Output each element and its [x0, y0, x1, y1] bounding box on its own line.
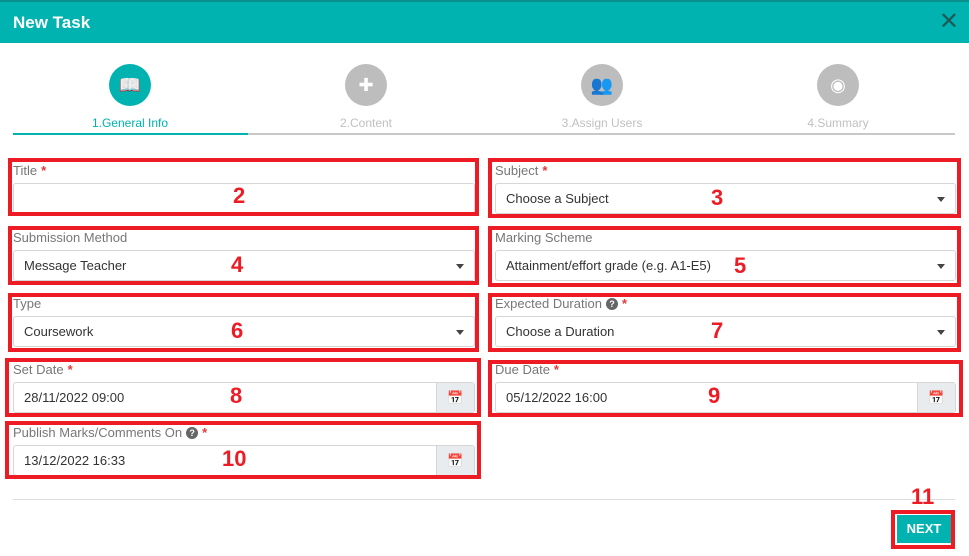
annotation-box	[8, 226, 479, 285]
input-value: 13/12/2022 16:33	[24, 453, 126, 468]
required-marker: *	[202, 425, 208, 440]
expected-duration-select[interactable]: Choose a Duration	[495, 316, 956, 347]
required-marker: *	[542, 163, 548, 178]
stepper-progress	[13, 133, 248, 135]
annotation-number: 9	[708, 383, 721, 408]
calendar-icon[interactable]: 📅	[917, 383, 955, 412]
step-label: 3.Assign Users	[561, 116, 643, 130]
subject-field: Subject * Choose a Subject	[495, 163, 956, 214]
stepper-track	[13, 133, 955, 135]
subject-select[interactable]: Choose a Subject	[495, 183, 956, 214]
calendar-icon[interactable]: 📅	[436, 383, 474, 412]
required-marker: *	[67, 362, 73, 377]
step-label: 1.General Info	[91, 116, 169, 130]
annotation-number: 5	[734, 253, 747, 278]
annotation-number: 6	[231, 318, 244, 343]
field-label: Submission Method	[13, 230, 128, 245]
annotation-box	[488, 293, 961, 352]
required-marker: *	[553, 362, 559, 377]
eye-icon: ◉	[817, 64, 859, 106]
annotation-number: 4	[231, 252, 244, 277]
select-value: Choose a Duration	[506, 324, 615, 339]
input-value: 28/11/2022 09:00	[24, 390, 125, 405]
next-button[interactable]: NEXT	[897, 515, 951, 543]
step-content[interactable]: ✚ 2.Content	[266, 64, 466, 130]
close-icon[interactable]: ✕	[938, 8, 959, 35]
annotation-number: 8	[230, 383, 243, 408]
dialog-title: New Task	[13, 13, 91, 32]
annotation-box	[5, 421, 481, 479]
annotation-box	[891, 510, 955, 549]
annotation-box	[488, 360, 963, 417]
submission-method-select[interactable]: Message Teacher	[13, 250, 475, 281]
help-icon[interactable]: ?	[605, 298, 618, 310]
type-field: Type Coursework	[13, 296, 475, 347]
select-value: Choose a Subject	[506, 191, 609, 206]
select-value: Attainment/effort grade (e.g. A1-E5)	[506, 258, 711, 273]
field-label: Title	[13, 163, 38, 178]
annotation-box	[8, 293, 479, 352]
step-general-info[interactable]: 📖 1.General Info	[30, 64, 230, 130]
due-date-input[interactable]: 05/12/2022 16:00 📅	[495, 382, 956, 413]
help-icon[interactable]: ?	[186, 427, 199, 439]
annotation-number: 2	[233, 183, 246, 208]
field-label: Marking Scheme	[495, 230, 593, 245]
annotation-number: 11	[911, 484, 935, 509]
puzzle-icon: ✚	[345, 64, 387, 106]
field-label: Due Date	[495, 362, 550, 377]
field-label: Expected Duration	[495, 296, 602, 311]
field-label: Subject	[495, 163, 539, 178]
annotation-box	[8, 158, 479, 216]
set-date-input[interactable]: 28/11/2022 09:00 📅	[13, 382, 475, 413]
set-date-field: Set Date * 28/11/2022 09:00 📅	[13, 362, 475, 413]
publish-marks-field: Publish Marks/Comments On? * 13/12/2022 1…	[13, 425, 475, 476]
step-summary[interactable]: ◉ 4.Summary	[738, 64, 938, 130]
expected-duration-field: Expected Duration? * Choose a Duration	[495, 296, 956, 347]
required-marker: *	[621, 296, 628, 311]
annotation-box	[5, 358, 481, 417]
select-value: Coursework	[24, 324, 94, 339]
calendar-icon[interactable]: 📅	[436, 446, 474, 475]
input-value: 05/12/2022 16:00	[506, 390, 608, 405]
field-label: Publish Marks/Comments On	[13, 425, 183, 440]
step-assign-users[interactable]: 👥 3.Assign Users	[502, 64, 702, 130]
users-icon: 👥	[581, 64, 623, 106]
marking-scheme-field: Marking Scheme Attainment/effort grade (…	[495, 230, 956, 281]
chevron-down-icon	[937, 197, 945, 202]
type-select[interactable]: Coursework	[13, 316, 475, 347]
annotation-number: 10	[222, 446, 247, 471]
field-label: Set Date	[13, 362, 64, 377]
marking-scheme-select[interactable]: Attainment/effort grade (e.g. A1-E5)	[495, 250, 956, 281]
step-label: 2.Content	[339, 116, 393, 130]
book-reader-icon: 📖	[109, 64, 151, 106]
due-date-field: Due Date * 05/12/2022 16:00 📅	[495, 362, 956, 413]
annotation-box	[488, 226, 961, 287]
step-label: 4.Summary	[807, 116, 869, 130]
chevron-down-icon	[456, 330, 464, 335]
chevron-down-icon	[456, 264, 464, 269]
required-marker: *	[41, 163, 47, 178]
field-label: Type	[13, 296, 42, 311]
annotation-number: 7	[711, 318, 724, 343]
footer-divider	[13, 499, 955, 500]
submission-method-field: Submission Method Message Teacher	[13, 230, 475, 281]
chevron-down-icon	[937, 330, 945, 335]
dialog-header: New Task ✕	[0, 0, 969, 43]
chevron-down-icon	[937, 264, 945, 269]
annotation-box	[488, 158, 961, 218]
select-value: Message Teacher	[24, 258, 127, 273]
annotation-number: 3	[711, 185, 724, 210]
